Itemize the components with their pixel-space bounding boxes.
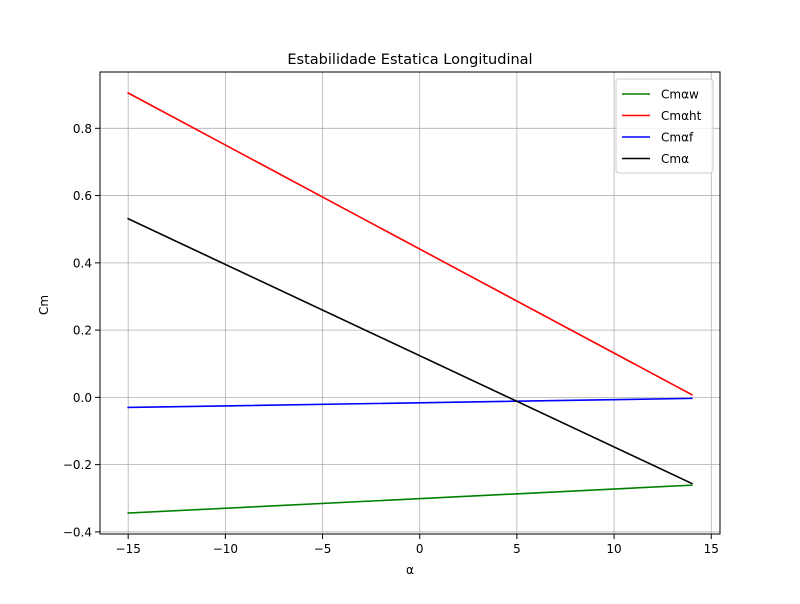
- axis-ticks: −15 −10 −5 0 5 10 15 −0.4 −0.2 0.0 0.2 0.4 0.6 0.8: [63, 122, 719, 556]
- plot-frame: [99, 71, 721, 535]
- y-tick-label: 0.2: [73, 324, 92, 338]
- y-tick-label: 0.4: [73, 256, 92, 270]
- y-tick-label: 0.0: [73, 391, 92, 405]
- series-line-Cmα: [127, 217, 693, 485]
- x-axis-label: α: [406, 563, 414, 577]
- series-line-Cmαw: [127, 484, 693, 514]
- chart-title: Estabilidade Estatica Longitudinal: [287, 52, 532, 68]
- x-tick-label: 10: [606, 542, 621, 556]
- y-tick-label: 0.6: [73, 189, 92, 203]
- y-tick-label: −0.4: [63, 525, 92, 539]
- x-tick-label: −5: [314, 542, 332, 556]
- legend-label: Cmαf: [661, 131, 694, 145]
- series-line-Cmαf: [127, 397, 693, 409]
- legend-box: [615, 78, 714, 174]
- x-tick-label: 15: [704, 542, 719, 556]
- x-tick-label: −10: [213, 542, 238, 556]
- y-tick-label: 0.8: [73, 122, 92, 136]
- legend-label: Cmαw: [661, 88, 699, 102]
- legend: Cmαw Cmαht Cmαf Cmα: [615, 78, 714, 174]
- series-line-Cmαht: [127, 91, 693, 396]
- legend-label: Cmαht: [661, 109, 702, 123]
- y-tick-label: −0.2: [63, 458, 92, 472]
- x-tick-label: 5: [513, 542, 521, 556]
- plot-lines: [127, 91, 693, 514]
- y-axis-label: Cm: [37, 295, 51, 315]
- x-tick-label: 0: [416, 542, 424, 556]
- legend-label: Cmα: [661, 152, 689, 166]
- x-tick-label: −15: [116, 542, 141, 556]
